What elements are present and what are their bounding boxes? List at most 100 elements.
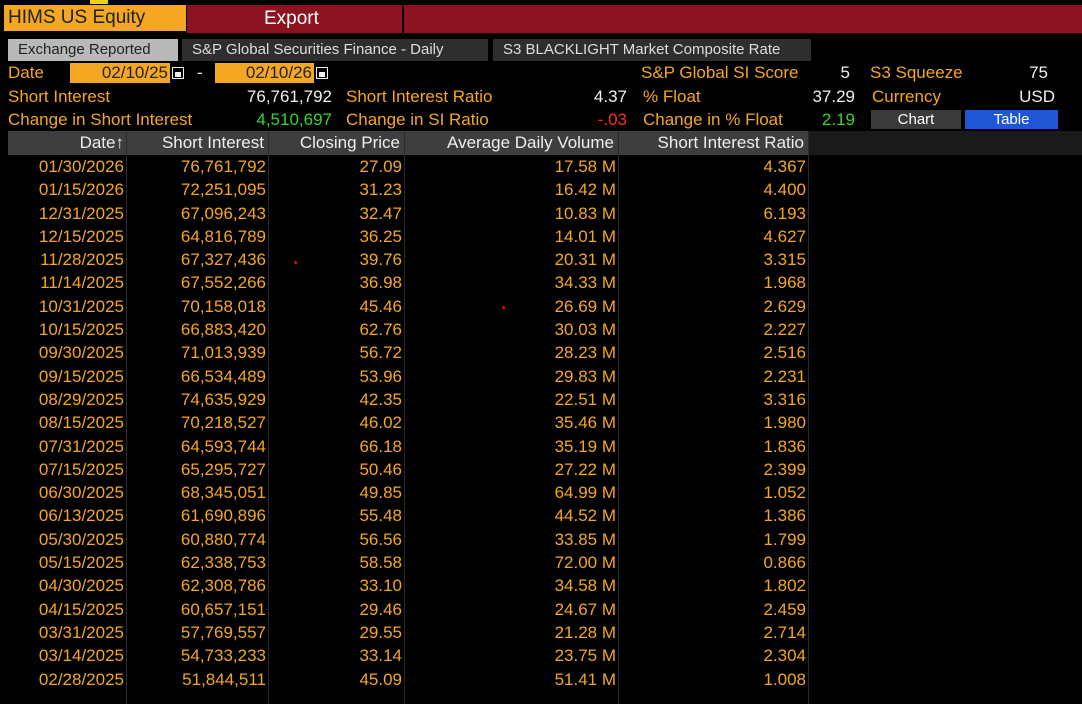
cell-short-interest: 68,345,051: [180, 483, 266, 503]
table-row[interactable]: 11/14/2025 67,552,266 36.98 34.33 M 1.968: [0, 271, 808, 294]
cell-short-interest: 57,769,557: [180, 622, 266, 642]
change-short-interest-value: 4,510,697: [256, 110, 332, 129]
end-date-input[interactable]: 02/10/26: [215, 63, 314, 83]
cell-short-interest-ratio: 4.367: [763, 157, 806, 176]
cell-average-daily-volume: 14.01 M: [554, 226, 616, 246]
currency-label: Currency: [872, 87, 941, 106]
table-row[interactable]: 09/30/2025 71,013,939 56.72 28.23 M 2.516: [0, 341, 808, 364]
cell-closing-price: 36.98: [359, 273, 402, 293]
cell-short-interest-ratio: 1.008: [763, 669, 806, 689]
table-row[interactable]: 04/30/2025 62,308,786 33.10 34.58 M 1.802: [0, 574, 808, 597]
start-date-input[interactable]: 02/10/25: [70, 63, 170, 83]
cell-short-interest: 74,635,929: [180, 389, 266, 409]
cell-short-interest-ratio: 2.516: [763, 343, 806, 363]
cell-date: 03/31/2025: [38, 622, 124, 642]
table-row[interactable]: 10/15/2025 66,883,420 62.76 30.03 M 2.227: [0, 318, 808, 341]
cell-short-interest: 64,593,744: [180, 436, 266, 456]
cell-date: 08/15/2025: [38, 413, 124, 433]
cell-short-interest: 66,534,489: [180, 366, 266, 386]
calendar-icon[interactable]: [316, 67, 328, 79]
table-row[interactable]: 06/30/2025 68,345,051 49.85 64.99 M 1.052: [0, 481, 808, 504]
cell-average-daily-volume: 44.52 M: [554, 506, 616, 526]
column-divider: [618, 131, 619, 704]
table-row[interactable]: 01/30/2026 76,761,792 27.09 17.58 M 4.367: [0, 155, 808, 178]
table-row[interactable]: 08/15/2025 70,218,527 46.02 35.46 M 1.980: [0, 411, 808, 434]
cell-date: 10/15/2025: [38, 320, 124, 340]
si-ratio-value: 4.37: [593, 87, 627, 106]
cell-short-interest-ratio: 2.399: [763, 459, 806, 479]
table-row[interactable]: 07/15/2025 65,295,727 50.46 27.22 M 2.399: [0, 458, 808, 481]
table-row[interactable]: 05/30/2025 60,880,774 56.56 33.85 M 1.799: [0, 528, 808, 551]
ticker-field[interactable]: HIMS US Equity: [4, 5, 186, 31]
cell-date: 12/31/2025: [38, 203, 124, 223]
table-row[interactable]: 03/14/2025 54,733,233 33.14 23.75 M 2.304: [0, 644, 808, 667]
cell-average-daily-volume: 33.85 M: [554, 529, 616, 549]
cell-average-daily-volume: 22.51 M: [554, 389, 616, 409]
cell-date: 09/30/2025: [38, 343, 124, 363]
cell-short-interest: 67,327,436: [180, 250, 266, 270]
column-header-short-interest-ratio[interactable]: Short Interest Ratio: [657, 133, 804, 152]
cell-short-interest-ratio: 6.193: [763, 203, 806, 223]
cell-closing-price: 58.58: [359, 553, 402, 573]
cell-closing-price: 56.72: [359, 343, 402, 363]
table-row[interactable]: 07/31/2025 64,593,744 66.18 35.19 M 1.836: [0, 435, 808, 458]
tab-s3-blacklight[interactable]: S3 BLACKLIGHT Market Composite Rate: [493, 39, 811, 61]
table-row[interactable]: 12/31/2025 67,096,243 32.47 10.83 M 6.193: [0, 202, 808, 225]
s3-squeeze-value: 75: [1029, 63, 1048, 82]
column-header-average-daily-volume[interactable]: Average Daily Volume: [447, 133, 614, 152]
cell-short-interest: 71,013,939: [180, 343, 266, 363]
cell-date: 07/31/2025: [38, 436, 124, 456]
table-row[interactable]: 10/31/2025 70,158,018 45.46 26.69 M 2.629: [0, 295, 808, 318]
cell-closing-price: 27.09: [359, 157, 402, 176]
column-divider: [126, 131, 127, 704]
cell-closing-price: 56.56: [359, 529, 402, 549]
cell-date: 05/30/2025: [38, 529, 124, 549]
table-row[interactable]: 05/15/2025 62,338,753 58.58 72.00 M 0.866: [0, 551, 808, 574]
cell-closing-price: 31.23: [359, 180, 402, 200]
cell-average-daily-volume: 34.58 M: [554, 576, 616, 596]
si-ratio-label: Short Interest Ratio: [346, 87, 493, 106]
cell-short-interest: 62,308,786: [180, 576, 266, 596]
cell-closing-price: 33.14: [359, 646, 402, 666]
cell-average-daily-volume: 72.00 M: [554, 553, 616, 573]
cell-closing-price: 36.25: [359, 226, 402, 246]
change-short-interest-label: Change in Short Interest: [8, 110, 193, 129]
table-row[interactable]: 01/15/2026 72,251,095 31.23 16.42 M 4.400: [0, 178, 808, 201]
export-button[interactable]: Export: [264, 8, 319, 29]
cell-closing-price: 55.48: [359, 506, 402, 526]
cell-short-interest-ratio: 1.799: [763, 529, 806, 549]
cell-average-daily-volume: 21.28 M: [554, 622, 616, 642]
table-body: 01/30/2026 76,761,792 27.09 17.58 M 4.367 01/…: [0, 155, 808, 691]
cell-short-interest-ratio: 4.400: [763, 180, 806, 200]
tab-exchange-reported[interactable]: Exchange Reported: [8, 39, 178, 61]
cell-average-daily-volume: 34.33 M: [554, 273, 616, 293]
cell-short-interest-ratio: 2.304: [763, 646, 806, 666]
calendar-icon[interactable]: [172, 67, 184, 79]
table-row[interactable]: 11/28/2025 67,327,436 39.76 20.31 M 3.315: [0, 248, 808, 271]
table-row[interactable]: 02/28/2025 51,844,511 45.09 51.41 M 1.008: [0, 668, 808, 691]
column-header-closing-price[interactable]: Closing Price: [299, 133, 400, 152]
table-header: [8, 131, 808, 155]
tab-sp-global-securities-finance[interactable]: S&P Global Securities Finance - Daily: [182, 39, 488, 61]
table-row[interactable]: 08/29/2025 74,635,929 42.35 22.51 M 3.316: [0, 388, 808, 411]
cell-closing-price: 45.09: [359, 669, 402, 689]
column-header-date[interactable]: Date↑: [79, 133, 124, 152]
cell-closing-price: 39.76: [359, 250, 402, 270]
table-row[interactable]: 09/15/2025 66,534,489 53.96 29.83 M 2.231: [0, 365, 808, 388]
table-row[interactable]: 03/31/2025 57,769,557 29.55 21.28 M 2.714: [0, 621, 808, 644]
table-header-filler: [808, 131, 1082, 155]
cell-short-interest: 60,880,774: [180, 529, 266, 549]
cell-date: 06/13/2025: [38, 506, 124, 526]
cell-short-interest-ratio: 3.316: [763, 389, 806, 409]
table-row[interactable]: 04/15/2025 60,657,151 29.46 24.67 M 2.459: [0, 598, 808, 621]
cell-short-interest-ratio: 1.836: [763, 436, 806, 456]
cell-closing-price: 32.47: [359, 203, 402, 223]
cell-date: 06/30/2025: [38, 483, 124, 503]
cell-date: 08/29/2025: [38, 389, 124, 409]
chart-view-button[interactable]: Chart: [871, 110, 961, 129]
table-row[interactable]: 12/15/2025 64,816,789 36.25 14.01 M 4.627: [0, 225, 808, 248]
table-row[interactable]: 06/13/2025 61,690,896 55.48 44.52 M 1.386: [0, 504, 808, 527]
column-header-short-interest[interactable]: Short Interest: [161, 133, 264, 152]
table-view-button[interactable]: Table: [965, 110, 1058, 129]
column-divider: [404, 131, 405, 704]
